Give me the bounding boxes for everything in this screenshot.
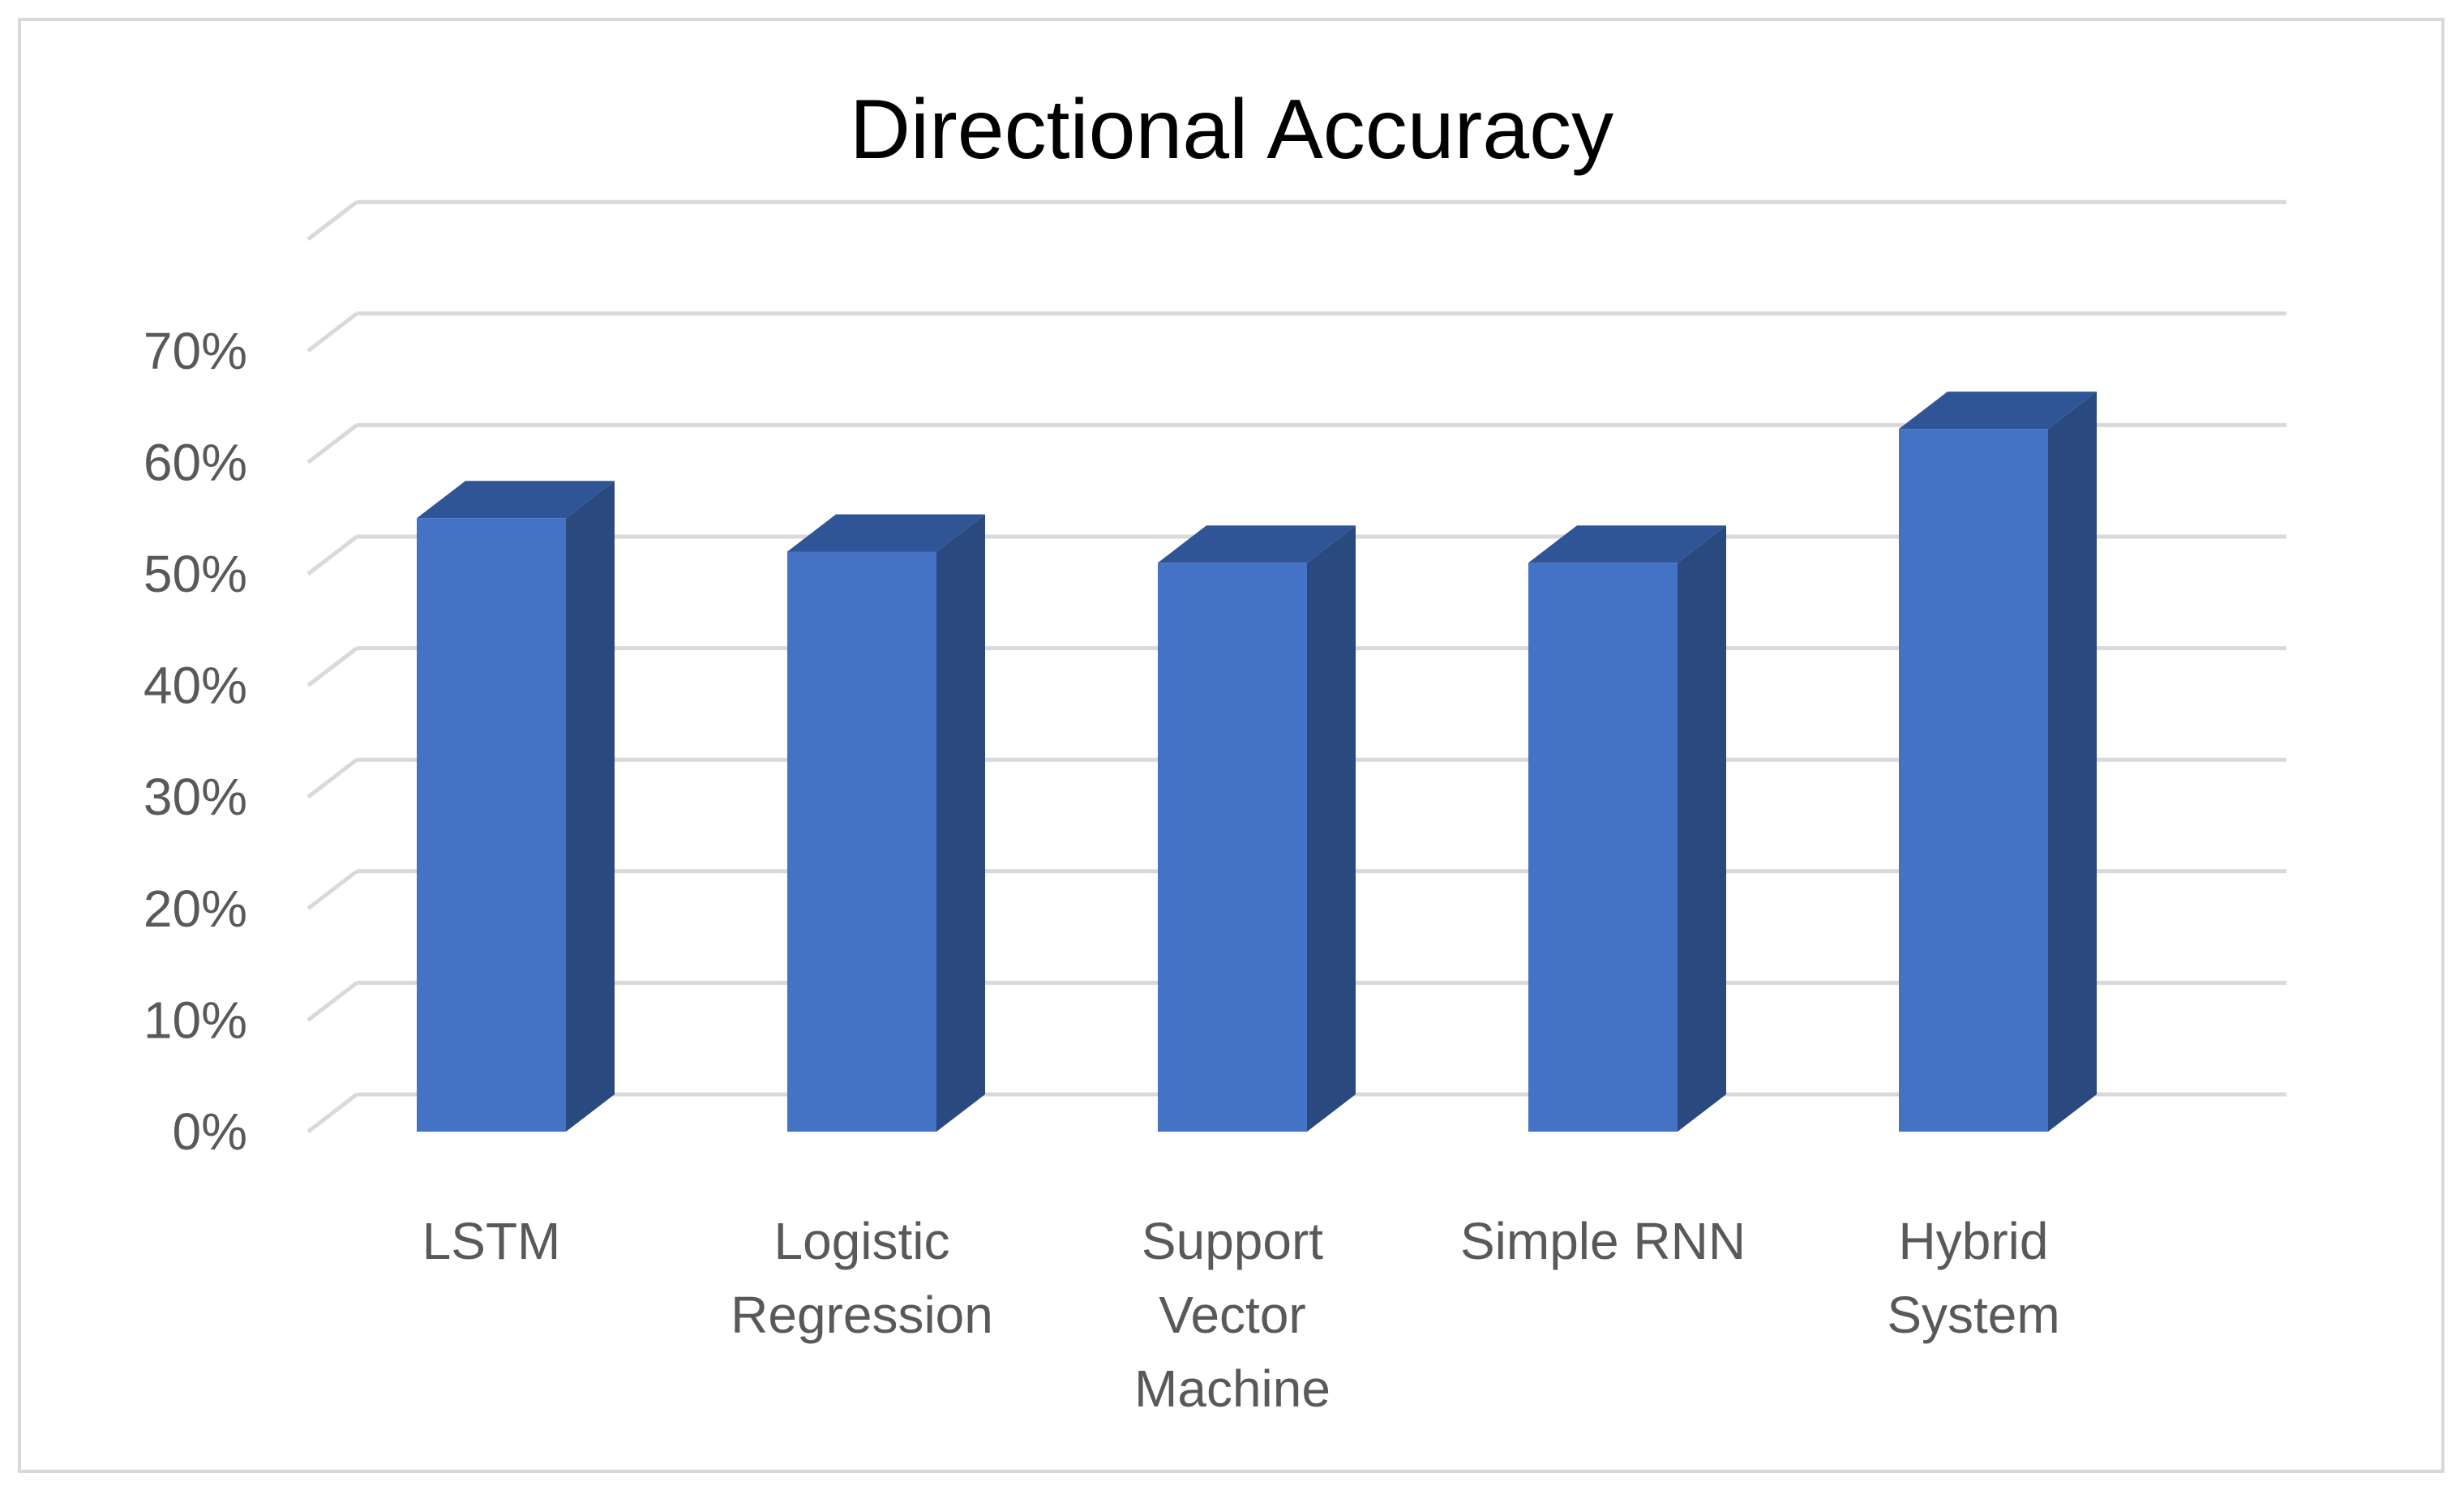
- bar-side: [1678, 525, 1726, 1132]
- bar-top: [787, 514, 985, 552]
- gridline-side: [306, 758, 358, 799]
- bar-top: [1158, 525, 1356, 563]
- x-category-label: LSTM: [422, 1212, 561, 1270]
- x-category-label: Simple RNN: [1460, 1212, 1746, 1270]
- x-axis-category-labels: LSTM Logistic Regression Support Vector Machi…: [422, 1212, 2060, 1418]
- bar: [1528, 525, 1726, 1132]
- y-tick-label: 30%: [144, 768, 247, 826]
- bar-front: [1899, 429, 2048, 1132]
- x-category-label: Logistic Regression: [731, 1212, 993, 1344]
- gridline-side: [306, 423, 358, 464]
- gridline-side: [306, 981, 358, 1022]
- y-tick-label: 60%: [144, 433, 247, 491]
- bar: [787, 514, 985, 1132]
- bar-top: [1528, 525, 1726, 563]
- chart-title: Directional Accuracy: [850, 83, 1613, 177]
- bars: [417, 392, 2097, 1132]
- gridline-side: [306, 646, 358, 687]
- bar-side: [936, 514, 985, 1132]
- y-tick-label: 40%: [144, 657, 247, 715]
- bar-side: [2048, 392, 2097, 1132]
- gridline-side: [306, 869, 358, 910]
- bar-side: [566, 481, 615, 1132]
- y-tick-label: 20%: [144, 880, 247, 938]
- bar-front: [1158, 563, 1307, 1132]
- bar-front: [417, 518, 566, 1132]
- gridline-side: [306, 200, 358, 242]
- y-tick-label: 50%: [144, 545, 247, 603]
- gridline-side: [306, 1093, 358, 1133]
- y-axis-tick-labels: 0% 10% 20% 30% 40% 50% 60% 70%: [144, 322, 247, 1161]
- bar: [1899, 392, 2097, 1132]
- y-tick-label: 0%: [173, 1102, 248, 1161]
- bar-front: [1528, 563, 1678, 1132]
- x-category-label: Hybrid System: [1887, 1212, 2059, 1344]
- y-tick-label: 10%: [144, 991, 247, 1049]
- gridline-side: [306, 535, 358, 576]
- bar-top: [1899, 392, 2097, 430]
- gridline-side: [306, 311, 358, 353]
- x-category-label: Support Vector Machine: [1134, 1212, 1331, 1418]
- bar-front: [787, 551, 936, 1132]
- bar-top: [417, 481, 615, 519]
- y-tick-label: 70%: [144, 322, 247, 380]
- bar: [1158, 525, 1356, 1132]
- bar: [417, 481, 615, 1132]
- bar-side: [1307, 525, 1356, 1132]
